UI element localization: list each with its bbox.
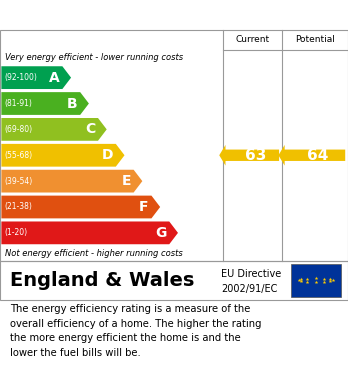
Text: E: E	[121, 174, 131, 188]
Text: (21-38): (21-38)	[4, 203, 32, 212]
Text: 64: 64	[307, 148, 329, 163]
Text: (39-54): (39-54)	[4, 177, 32, 186]
Text: G: G	[155, 226, 166, 240]
Text: 2002/91/EC: 2002/91/EC	[221, 284, 277, 294]
Polygon shape	[278, 145, 345, 166]
Text: C: C	[85, 122, 95, 136]
Text: (81-91): (81-91)	[4, 99, 32, 108]
Text: A: A	[49, 71, 60, 84]
Text: (55-68): (55-68)	[4, 151, 32, 160]
Text: (69-80): (69-80)	[4, 125, 32, 134]
Polygon shape	[1, 144, 125, 167]
Text: (92-100): (92-100)	[4, 73, 37, 82]
Polygon shape	[1, 66, 71, 89]
Text: Potential: Potential	[295, 36, 335, 45]
Polygon shape	[1, 118, 107, 141]
Text: Very energy efficient - lower running costs: Very energy efficient - lower running co…	[5, 53, 183, 62]
Text: Not energy efficient - higher running costs: Not energy efficient - higher running co…	[5, 249, 183, 258]
Text: Current: Current	[235, 36, 269, 45]
Text: EU Directive: EU Directive	[221, 269, 281, 280]
Text: D: D	[102, 148, 113, 162]
Bar	[291, 264, 341, 297]
Text: 63: 63	[245, 148, 266, 163]
Text: (1-20): (1-20)	[4, 228, 27, 237]
Text: B: B	[67, 97, 77, 111]
Text: F: F	[139, 200, 149, 214]
Text: Energy Efficiency Rating: Energy Efficiency Rating	[14, 7, 224, 23]
Text: England & Wales: England & Wales	[10, 271, 195, 290]
Polygon shape	[219, 145, 279, 166]
Polygon shape	[1, 221, 178, 244]
Polygon shape	[1, 92, 89, 115]
Text: The energy efficiency rating is a measure of the
overall efficiency of a home. T: The energy efficiency rating is a measur…	[10, 305, 262, 358]
Polygon shape	[1, 196, 160, 219]
Polygon shape	[1, 170, 142, 192]
